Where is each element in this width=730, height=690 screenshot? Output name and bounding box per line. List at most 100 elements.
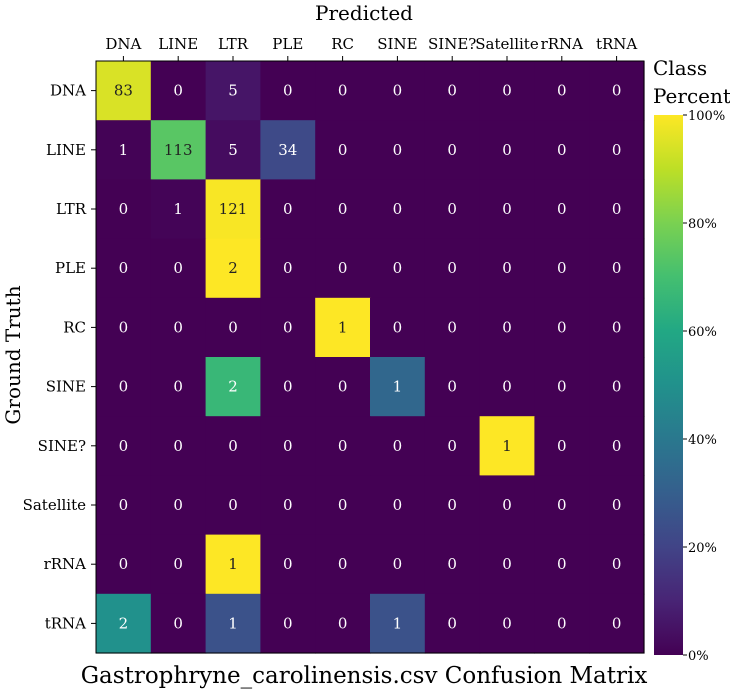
y-tick-label-SINE?: SINE? bbox=[38, 437, 86, 455]
cell-value-label: 0 bbox=[447, 318, 457, 336]
heatmap-cell-labels: 83 0 5 0 0 0 0 0 0 01 113 5 34 0 0 0 0 0 00 1 121 0 0 0 0 0 0 00 0 2 0… bbox=[114, 82, 622, 633]
cell-LTR-SINE? bbox=[424, 179, 481, 240]
cell-value-label: 0 bbox=[502, 496, 512, 514]
cell-value-label: 0 bbox=[173, 259, 183, 277]
cell-PLE-Satellite bbox=[479, 238, 535, 299]
cell-value-label: 0 bbox=[557, 614, 567, 632]
cell-value-label: 0 bbox=[283, 82, 293, 100]
cell-value-label: 34 bbox=[278, 141, 297, 159]
cell-value-label: 0 bbox=[612, 437, 622, 455]
cell-tRNA-LTR bbox=[205, 593, 261, 654]
cell-LTR-tRNA bbox=[589, 179, 645, 240]
cell-tRNA-rRNA bbox=[534, 593, 590, 654]
cell-RC-PLE bbox=[260, 297, 316, 358]
cell-value-label: 0 bbox=[393, 82, 403, 100]
cell-tRNA-DNA bbox=[96, 593, 152, 654]
y-axis-ticks: DNA LINE LTR PLE RC SINE SINE? Satellite rRNA tRN… bbox=[23, 82, 96, 632]
cell-value-label: 1 bbox=[119, 141, 129, 159]
cell-DNA-RC bbox=[315, 61, 371, 121]
cell-RC-SINE bbox=[370, 297, 426, 358]
cell-value-label: 0 bbox=[612, 555, 622, 573]
cell-LTR-RC bbox=[315, 179, 371, 240]
cell-value-label: 0 bbox=[557, 141, 567, 159]
cell-Satellite-PLE bbox=[260, 475, 316, 536]
cell-value-label: 0 bbox=[557, 378, 567, 396]
x-tick-label-tRNA: tRNA bbox=[596, 35, 637, 53]
cell-value-label: 0 bbox=[283, 496, 293, 514]
cell-rRNA-DNA bbox=[96, 534, 152, 595]
cell-value-label: 0 bbox=[338, 259, 348, 277]
cell-value-label: 0 bbox=[283, 200, 293, 218]
cell-value-label: 0 bbox=[393, 496, 403, 514]
chart-title: Gastrophryne_carolinensis.csv Confusion … bbox=[81, 663, 648, 689]
cell-PLE-LTR bbox=[205, 238, 261, 299]
cell-value-label: 0 bbox=[612, 141, 622, 159]
cell-value-label: 0 bbox=[119, 200, 129, 218]
cell-value-label: 113 bbox=[164, 141, 193, 159]
cell-value-label: 0 bbox=[557, 437, 567, 455]
cell-SINE-SINE? bbox=[424, 357, 481, 417]
cell-value-label: 0 bbox=[283, 555, 293, 573]
cell-rRNA-LTR bbox=[205, 534, 261, 595]
x-tick-label-rRNA: rRNA bbox=[541, 35, 584, 53]
colorbar-tick-label: 80% bbox=[688, 217, 717, 232]
cell-value-label: 0 bbox=[557, 82, 567, 100]
cell-LTR-Satellite bbox=[479, 179, 535, 240]
cell-value-label: 0 bbox=[119, 437, 129, 455]
cell-value-label: 0 bbox=[447, 259, 457, 277]
cell-LTR-DNA bbox=[96, 179, 152, 240]
colorbar bbox=[654, 115, 683, 655]
cell-RC-RC bbox=[315, 297, 371, 358]
colorbar-tick-label: 100% bbox=[688, 109, 725, 124]
cell-DNA-SINE bbox=[370, 61, 426, 121]
cell-LINE-RC bbox=[315, 120, 371, 180]
cell-value-label: 0 bbox=[338, 200, 348, 218]
cell-value-label: 0 bbox=[393, 141, 403, 159]
cell-SINE?-SINE bbox=[370, 416, 426, 476]
cell-LTR-PLE bbox=[260, 179, 316, 240]
cell-value-label: 2 bbox=[228, 259, 238, 277]
cell-DNA-tRNA bbox=[589, 61, 645, 121]
colorbar-tick-label: 60% bbox=[688, 325, 717, 340]
y-tick-label-PLE: PLE bbox=[55, 259, 86, 277]
cell-rRNA-tRNA bbox=[589, 534, 645, 595]
x-tick-label-DNA: DNA bbox=[105, 35, 141, 53]
cell-value-label: 0 bbox=[338, 378, 348, 396]
cell-value-label: 1 bbox=[228, 614, 238, 632]
cell-value-label: 0 bbox=[119, 496, 129, 514]
cell-value-label: 0 bbox=[612, 318, 622, 336]
cell-PLE-tRNA bbox=[589, 238, 645, 299]
cell-value-label: 83 bbox=[114, 82, 133, 100]
cell-SINE-SINE bbox=[370, 357, 426, 417]
cell-value-label: 1 bbox=[228, 555, 238, 573]
cell-PLE-SINE bbox=[370, 238, 426, 299]
cell-PLE-LINE bbox=[150, 238, 207, 299]
cell-LTR-rRNA bbox=[534, 179, 590, 240]
cell-value-label: 0 bbox=[283, 259, 293, 277]
cell-value-label: 0 bbox=[502, 318, 512, 336]
cell-value-label: 0 bbox=[119, 378, 129, 396]
x-tick-label-LINE: LINE bbox=[158, 35, 198, 53]
cell-value-label: 0 bbox=[119, 555, 129, 573]
cell-SINE-rRNA bbox=[534, 357, 590, 417]
x-tick-label-Satellite: Satellite bbox=[475, 35, 539, 53]
cell-value-label: 5 bbox=[228, 141, 238, 159]
cell-RC-tRNA bbox=[589, 297, 645, 358]
cell-DNA-LTR bbox=[205, 61, 261, 121]
cell-value-label: 0 bbox=[338, 496, 348, 514]
cell-DNA-LINE bbox=[150, 61, 207, 121]
x-tick-label-SINE?: SINE? bbox=[428, 35, 476, 53]
cell-SINE?-RC bbox=[315, 416, 371, 476]
cell-Satellite-SINE? bbox=[424, 475, 481, 536]
cell-SINE?-DNA bbox=[96, 416, 152, 476]
cell-value-label: 0 bbox=[502, 200, 512, 218]
cell-rRNA-PLE bbox=[260, 534, 316, 595]
cell-LINE-LTR bbox=[205, 120, 261, 180]
cell-value-label: 0 bbox=[173, 378, 183, 396]
cell-value-label: 0 bbox=[173, 496, 183, 514]
cell-value-label: 0 bbox=[447, 614, 457, 632]
cell-DNA-PLE bbox=[260, 61, 316, 121]
cell-value-label: 1 bbox=[393, 378, 403, 396]
cell-value-label: 0 bbox=[283, 318, 293, 336]
cell-SINE?-Satellite bbox=[479, 416, 535, 476]
